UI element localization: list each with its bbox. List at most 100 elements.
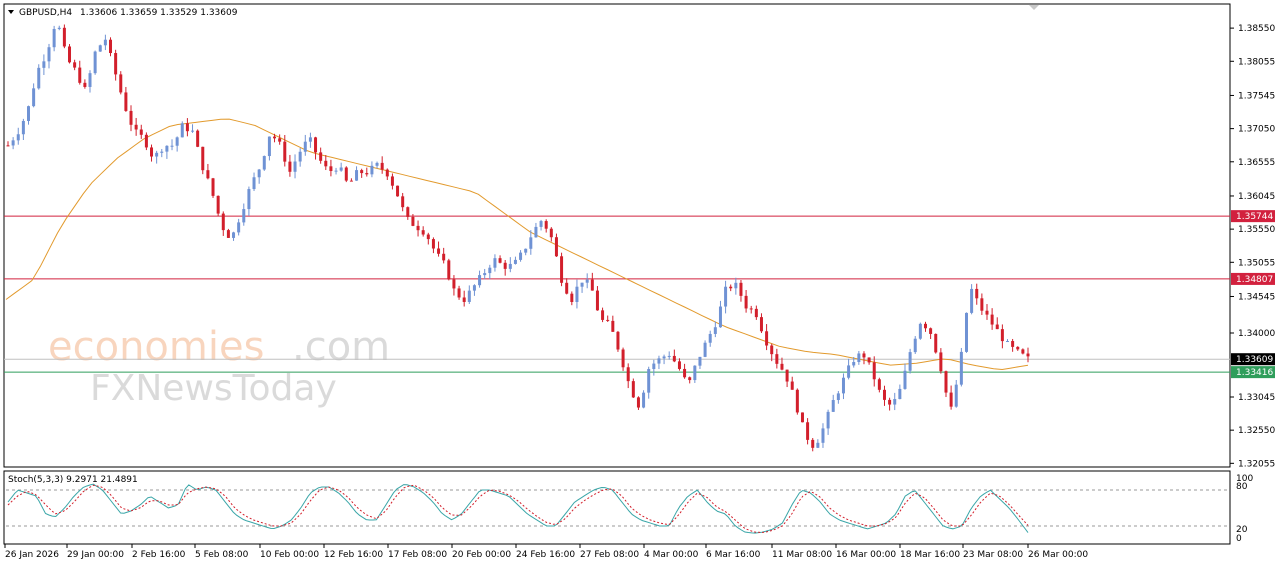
candle-body — [93, 51, 97, 74]
scroll-marker-icon[interactable] — [1029, 5, 1039, 10]
candle-body — [944, 371, 948, 393]
candle-body — [877, 379, 881, 390]
candle-body — [554, 237, 558, 257]
candle-body — [852, 362, 856, 366]
x-tick-label: 5 Feb 08:00 — [195, 550, 249, 560]
candle-body — [314, 137, 318, 153]
candle-body — [462, 297, 466, 302]
candle-body — [580, 282, 584, 287]
candle-body — [908, 352, 912, 371]
candle-body — [1026, 353, 1030, 357]
horizontal-levels — [4, 215, 1230, 373]
collapse-triangle-icon[interactable] — [8, 10, 14, 14]
candle-body — [334, 170, 338, 172]
candle-body — [298, 151, 302, 162]
candle-body — [185, 123, 189, 132]
candle-body — [847, 365, 851, 378]
candle-body — [170, 145, 174, 147]
x-tick-label: 24 Feb 16:00 — [516, 550, 575, 560]
candle-body — [180, 123, 184, 138]
stoch-level-0: 0 — [1236, 534, 1242, 544]
candle-body — [601, 310, 605, 320]
candle-body — [693, 365, 697, 381]
candle-body — [595, 290, 599, 311]
candle-body — [929, 328, 933, 334]
candle-body — [508, 263, 512, 269]
candle-body — [242, 209, 246, 223]
candle-body — [513, 259, 517, 264]
stoch-level-100: 100 — [1236, 474, 1253, 484]
y-tick-label: 1.37050 — [1238, 125, 1275, 135]
candle-body — [447, 260, 451, 280]
candle-body — [724, 286, 728, 307]
candle-body — [913, 338, 917, 353]
candle-body — [431, 239, 435, 249]
x-tick-label: 26 Mar 00:00 — [1028, 550, 1088, 560]
candle-body — [150, 147, 154, 157]
x-tick-label: 2 Feb 16:00 — [132, 550, 186, 560]
x-tick-label: 26 Jan 2026 — [5, 550, 59, 560]
price-tag-label: 1.33416 — [1236, 368, 1273, 378]
x-tick-label: 10 Feb 00:00 — [260, 550, 319, 560]
candle-body — [744, 295, 748, 309]
candle-body — [739, 282, 743, 296]
candle-body — [672, 355, 676, 362]
candle-body — [216, 195, 220, 214]
time-axis: 26 Jan 2026 29 Jan 00:00 2 Feb 16:00 5 Feb … — [4, 544, 1088, 560]
x-tick-label: 12 Feb 16:00 — [324, 550, 383, 560]
candle-body — [226, 230, 230, 238]
candle-body — [73, 62, 77, 68]
candle-body — [201, 146, 205, 171]
candle-body — [754, 308, 758, 318]
candle-body — [667, 355, 671, 357]
candle-body — [800, 412, 804, 423]
candle-body — [857, 353, 861, 363]
candles — [6, 24, 1030, 452]
candle-body — [109, 39, 113, 54]
ohlc-readout: 1.33606 1.33659 1.33529 1.33609 — [80, 8, 238, 18]
stoch-panel — [3, 470, 1231, 545]
candle-body — [155, 152, 159, 157]
candle-body — [970, 288, 974, 313]
candle-body — [344, 167, 348, 181]
candle-body — [836, 393, 840, 401]
candle-body — [303, 141, 307, 152]
candle-body — [759, 317, 763, 332]
candle-body — [114, 53, 118, 75]
candle-body — [713, 327, 717, 334]
price-tag-label: 1.35744 — [1236, 212, 1273, 222]
candle-body — [278, 138, 282, 142]
candle-body — [688, 377, 692, 381]
candle-body — [129, 110, 133, 125]
candle-body — [11, 140, 15, 146]
candle-body — [647, 369, 651, 393]
candle-body — [882, 389, 886, 400]
x-tick-label: 11 Mar 08:00 — [772, 550, 832, 560]
candle-body — [662, 356, 666, 359]
candle-body — [903, 370, 907, 389]
candle-body — [867, 357, 871, 363]
candle-body — [1016, 346, 1020, 350]
price-axis: 1.38550 1.38055 1.37545 1.37050 1.36555 1.360… — [1230, 24, 1275, 469]
candle-body — [165, 145, 169, 152]
candle-body — [339, 167, 343, 171]
candle-body — [795, 389, 799, 413]
candle-body — [488, 267, 492, 274]
candle-body — [964, 312, 968, 352]
candle-body — [221, 213, 225, 231]
candle-body — [191, 130, 195, 132]
y-tick-label: 1.36045 — [1238, 192, 1275, 202]
candle-body — [918, 323, 922, 339]
candle-body — [68, 46, 72, 63]
candle-body — [980, 298, 984, 311]
x-tick-label: 27 Feb 08:00 — [580, 550, 639, 560]
candle-body — [524, 248, 528, 253]
watermark-subbrand: FXNewsToday — [90, 368, 337, 409]
candle-body — [765, 331, 769, 346]
candle-body — [657, 358, 661, 364]
price-tags: 1.35744 1.34807 1.33609 1.33416 — [1231, 210, 1275, 379]
candle-body — [437, 248, 441, 254]
stoch-level-80: 80 — [1236, 482, 1248, 492]
price-tag-label: 1.34807 — [1236, 275, 1273, 285]
